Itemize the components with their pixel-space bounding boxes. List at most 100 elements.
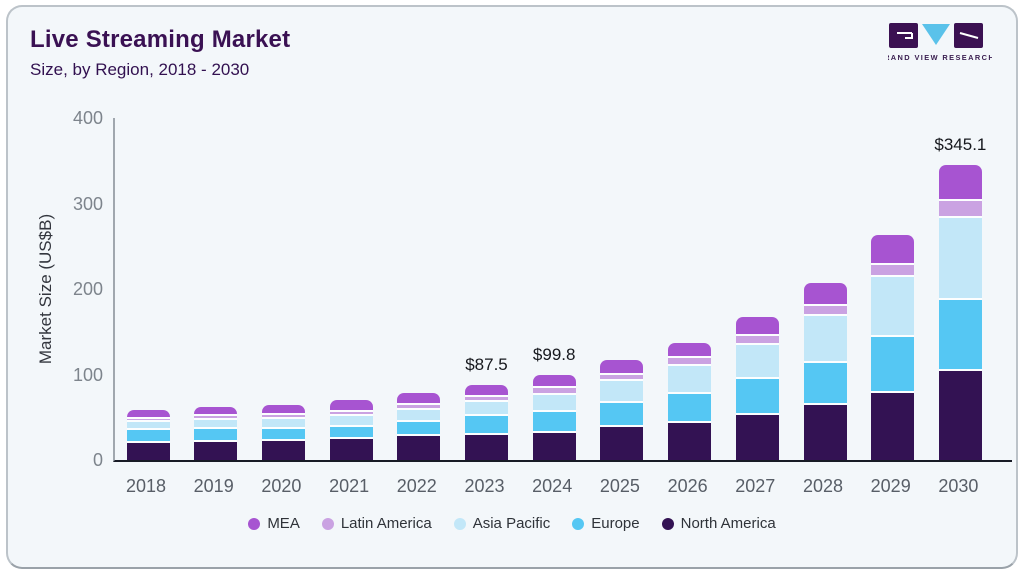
bar-2021 (329, 399, 373, 460)
bar-segment-latin-america (465, 396, 508, 402)
bar-segment-mea (871, 234, 915, 265)
x-axis-label: 2025 (599, 476, 640, 496)
x-axis-label: 2022 (396, 476, 437, 496)
bar-segment-latin-america (126, 418, 170, 422)
legend-label: Asia Pacific (472, 515, 551, 532)
bar-segment-latin-america (735, 336, 779, 345)
bar-segment-europe (194, 429, 238, 442)
y-tick-label: 100 (72, 364, 103, 385)
bar-2026 (668, 342, 712, 460)
x-axis-label: 2024 (532, 476, 573, 496)
bar-total-label: $99.8 (532, 344, 576, 364)
bar-segment-latin-america (261, 414, 305, 419)
bar-segment-asia-pacific (397, 409, 441, 423)
x-axis-label: 2023 (464, 476, 505, 496)
bar-segment-europe (803, 362, 847, 406)
legend-label: MEA (267, 515, 300, 532)
bar-total-label: $87.5 (465, 355, 508, 375)
bar-segment-mea (261, 404, 305, 415)
bar-segment-asia-pacific (329, 415, 373, 428)
bar-2019 (194, 407, 238, 460)
bar-segment-mea (600, 359, 644, 375)
x-axis-label: 2019 (193, 476, 234, 496)
legend-swatch-icon (248, 517, 261, 530)
bar-total-label: $345.1 (934, 134, 987, 154)
bar-segment-north-america (600, 427, 644, 460)
bar-segment-europe (397, 422, 441, 437)
logo-g-glyph (897, 32, 913, 39)
bar-segment-mea (329, 399, 373, 412)
bar-segment-north-america (261, 441, 305, 460)
logo-v-triangle (922, 24, 950, 45)
bar-segment-latin-america (329, 411, 373, 416)
bar-segment-asia-pacific (803, 316, 847, 363)
bar-segment-mea (735, 317, 779, 337)
bar-segment-asia-pacific (668, 365, 712, 394)
legend-swatch-icon (572, 517, 585, 530)
x-axis-label: 2026 (667, 476, 708, 496)
logo-left-block (889, 23, 918, 48)
x-axis-label: 2018 (125, 476, 167, 496)
x-axis-label: 2029 (870, 476, 911, 496)
page-title: Live Streaming Market (30, 26, 291, 53)
bar-2022 (397, 392, 441, 460)
bar-segment-asia-pacific (261, 418, 305, 429)
bar-segment-latin-america (938, 201, 982, 219)
bar-segment-asia-pacific (600, 381, 644, 404)
bar-segment-mea (465, 385, 508, 397)
legend-swatch-icon (453, 517, 466, 530)
bar-segment-asia-pacific (194, 419, 238, 430)
bar-segment-north-america (735, 414, 779, 460)
bar-2018 (126, 410, 170, 460)
legend-swatch-icon (661, 517, 674, 530)
bar-segment-mea (668, 342, 712, 359)
x-axis-label: 2030 (938, 476, 979, 496)
bar-segment-asia-pacific (532, 394, 576, 412)
bar-2028 (803, 283, 847, 460)
logo-text: GRAND VIEW RESEARCH (888, 53, 992, 62)
legend-label: Europe (591, 515, 640, 532)
plot-area: $87.5 $99.8 $345.1 (113, 118, 1012, 462)
bar-segment-mea (126, 410, 170, 419)
bar-2025 (600, 359, 644, 460)
y-tick-label: 300 (72, 193, 103, 214)
bar-segment-asia-pacific (938, 218, 982, 301)
bar-segment-latin-america (600, 374, 644, 382)
legend-swatch-icon (321, 517, 334, 530)
bar-segment-north-america (126, 442, 170, 460)
bar-segment-europe (668, 393, 712, 423)
bar-segment-north-america (803, 405, 847, 460)
bar-segment-mea (532, 374, 576, 389)
bar-segment-latin-america (871, 264, 915, 277)
bar-segment-latin-america (397, 405, 441, 410)
bar-2027 (735, 317, 779, 460)
bar-segment-latin-america (668, 358, 712, 366)
bar-segment-asia-pacific (735, 344, 779, 380)
bar-segment-asia-pacific (126, 421, 170, 431)
x-axis-label: 2028 (802, 476, 844, 496)
bar-segment-latin-america (532, 388, 576, 395)
chart-legend: MEA Latin America Asia Pacific Europe North … (0, 515, 1024, 532)
bar-segment-north-america (532, 433, 576, 460)
gvr-logo: GRAND VIEW RESEARCH (888, 23, 992, 62)
chart-card (6, 5, 1018, 569)
bar-segment-europe (126, 430, 170, 443)
bar-segment-europe (938, 300, 982, 372)
bar-segment-mea (938, 164, 982, 202)
legend-label: Latin America (340, 515, 432, 532)
legend-item-mea: MEA (248, 515, 300, 532)
bar-2023 (465, 385, 508, 460)
bar-segment-europe (465, 416, 508, 436)
bar-segment-europe (871, 336, 915, 394)
x-axis-label: 2020 (261, 476, 302, 496)
bar-segment-mea (803, 283, 847, 307)
bar-segment-europe (329, 427, 373, 440)
y-tick-label: 0 (92, 450, 103, 470)
bar-segment-north-america (668, 422, 712, 460)
bar-segment-latin-america (194, 416, 238, 420)
legend-item-asia-pacific: Asia Pacific (453, 515, 551, 532)
page-subtitle: Size, by Region, 2018 - 2030 (30, 60, 250, 79)
bar-segment-europe (735, 379, 779, 415)
x-axis-label: 2027 (735, 476, 776, 496)
bar-segment-europe (532, 411, 576, 434)
